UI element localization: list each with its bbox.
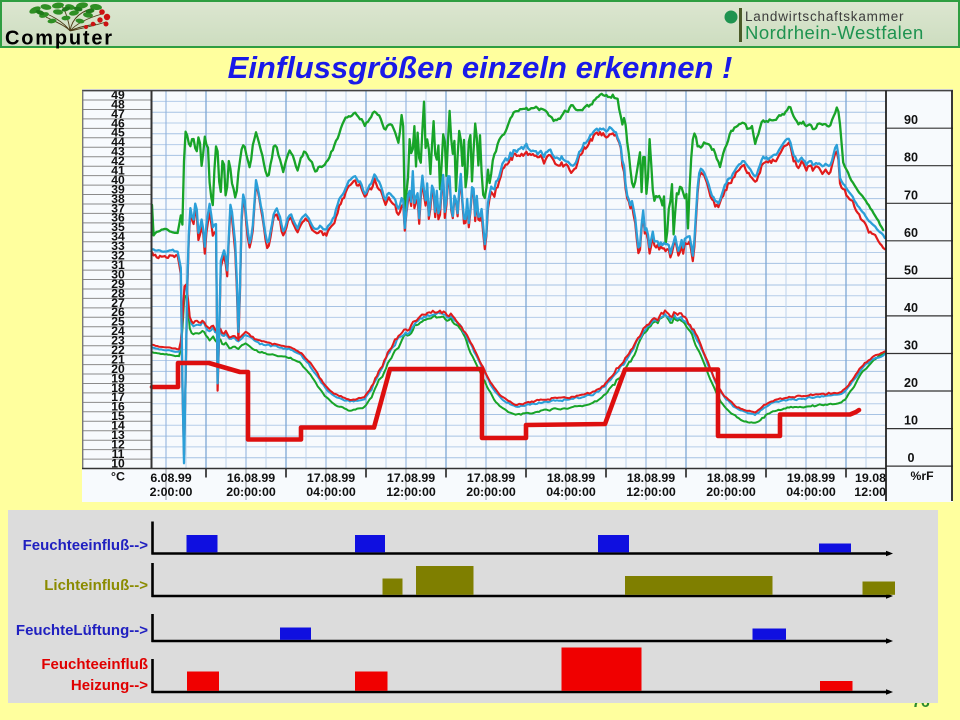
svg-text:19: 19 <box>111 371 125 385</box>
svg-text:20: 20 <box>111 362 125 376</box>
svg-text:37: 37 <box>111 201 125 215</box>
svg-text:70: 70 <box>904 188 918 202</box>
svg-text:60: 60 <box>904 226 918 240</box>
svg-text:31: 31 <box>111 258 125 272</box>
svg-text:10: 10 <box>111 456 125 470</box>
svg-text:27: 27 <box>111 296 125 310</box>
svg-text:28: 28 <box>111 286 125 300</box>
svg-text:0: 0 <box>907 451 914 465</box>
svg-text:10: 10 <box>904 414 918 428</box>
svg-text:36: 36 <box>111 211 125 225</box>
svg-text:47: 47 <box>111 107 125 121</box>
svg-text:46: 46 <box>111 116 125 130</box>
svg-text:18.08.99: 18.08.99 <box>627 471 675 485</box>
svg-text:2:00:00: 2:00:00 <box>150 485 193 499</box>
svg-text:17.08.99: 17.08.99 <box>307 471 355 485</box>
svg-text:16: 16 <box>111 400 125 414</box>
svg-text:20:00:00: 20:00:00 <box>466 485 516 499</box>
svg-text:39: 39 <box>111 182 125 196</box>
svg-text:23: 23 <box>111 334 125 348</box>
svg-text:48: 48 <box>111 97 125 111</box>
svg-text:41: 41 <box>111 164 125 178</box>
svg-text:20:00:00: 20:00:00 <box>226 485 276 499</box>
svg-text:11: 11 <box>112 447 125 461</box>
svg-text:44: 44 <box>111 135 125 149</box>
svg-text:50: 50 <box>904 263 918 277</box>
svg-text:19.08.99: 19.08.99 <box>787 471 835 485</box>
svg-text:40: 40 <box>904 301 918 315</box>
svg-text:18.08.99: 18.08.99 <box>707 471 755 485</box>
svg-text:12: 12 <box>111 438 125 452</box>
svg-text:30: 30 <box>904 339 918 353</box>
svg-text:17: 17 <box>111 390 125 404</box>
svg-text:12:00:00: 12:00:00 <box>626 485 676 499</box>
svg-text:04:00:00: 04:00:00 <box>306 485 356 499</box>
svg-text:34: 34 <box>111 230 125 244</box>
svg-text:°C: °C <box>111 470 125 484</box>
svg-text:42: 42 <box>111 154 125 168</box>
svg-text:17.08.99: 17.08.99 <box>467 471 515 485</box>
svg-text:16.08.99: 16.08.99 <box>227 471 275 485</box>
svg-text:04:00:00: 04:00:00 <box>786 485 836 499</box>
svg-text:04:00:00: 04:00:00 <box>546 485 596 499</box>
svg-text:12:00:00: 12:00:00 <box>386 485 436 499</box>
svg-text:90: 90 <box>904 113 918 127</box>
svg-text:19.08: 19.08 <box>855 471 886 485</box>
svg-text:15: 15 <box>111 409 125 423</box>
svg-text:18: 18 <box>111 381 125 395</box>
svg-text:35: 35 <box>111 220 125 234</box>
svg-text:40: 40 <box>111 173 125 187</box>
svg-text:80: 80 <box>904 151 918 165</box>
svg-text:21: 21 <box>111 353 125 367</box>
svg-text:49: 49 <box>111 89 125 102</box>
svg-text:30: 30 <box>111 267 125 281</box>
svg-text:20:00:00: 20:00:00 <box>706 485 756 499</box>
svg-text:13: 13 <box>111 428 125 442</box>
svg-text:26: 26 <box>111 305 125 319</box>
svg-text:6.08.99: 6.08.99 <box>150 471 191 485</box>
svg-text:32: 32 <box>111 249 125 263</box>
svg-text:20: 20 <box>904 376 918 390</box>
svg-text:38: 38 <box>111 192 125 206</box>
svg-text:14: 14 <box>111 419 125 433</box>
svg-text:22: 22 <box>111 343 125 357</box>
svg-text:33: 33 <box>111 239 125 253</box>
svg-text:43: 43 <box>111 145 125 159</box>
svg-text:45: 45 <box>111 126 125 140</box>
svg-text:18.08.99: 18.08.99 <box>547 471 595 485</box>
svg-text:29: 29 <box>111 277 125 291</box>
svg-text:%rF: %rF <box>910 469 933 483</box>
svg-text:12:00: 12:00 <box>854 485 886 499</box>
svg-text:24: 24 <box>111 324 125 338</box>
svg-text:17.08.99: 17.08.99 <box>387 471 435 485</box>
svg-text:25: 25 <box>111 315 125 329</box>
